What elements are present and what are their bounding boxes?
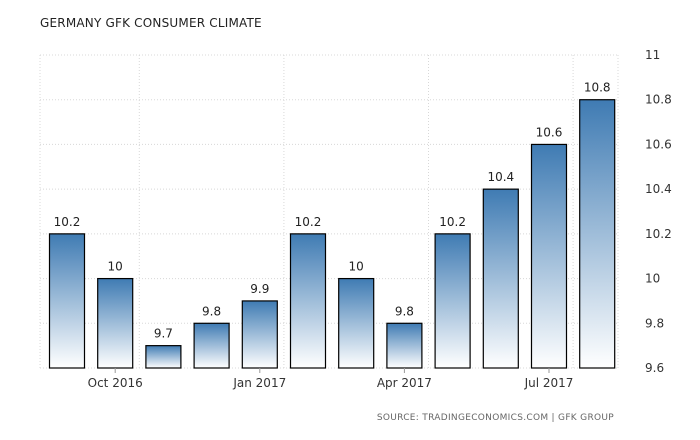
y-tick-label: 11 xyxy=(645,48,660,62)
x-axis: Oct 2016 Jan 2017 Apr 2017 Jul 2017 xyxy=(88,368,574,390)
x-tick-label: Apr 2017 xyxy=(377,376,432,390)
y-tick-label: 10.6 xyxy=(645,137,672,151)
source-note: SOURCE: TRADINGECONOMICS.COM | GFK GROUP xyxy=(376,413,614,423)
y-axis: 9.6 9.8 10 10.2 10.4 10.6 10.8 11 xyxy=(645,48,672,375)
bar xyxy=(530,143,568,369)
bar xyxy=(48,233,86,369)
data-label: 10.6 xyxy=(536,125,563,139)
bar xyxy=(338,277,375,369)
y-tick-label: 10.8 xyxy=(645,93,672,107)
grid xyxy=(39,54,619,369)
data-label: 9.7 xyxy=(154,327,173,341)
data-label: 10.4 xyxy=(487,170,514,184)
bar xyxy=(434,233,471,369)
bar xyxy=(97,277,134,369)
bar xyxy=(482,188,519,369)
data-label: 10 xyxy=(108,260,123,274)
bar xyxy=(145,345,182,369)
x-tick-label: Jan 2017 xyxy=(232,376,286,390)
bar xyxy=(289,233,327,369)
bar xyxy=(386,322,423,369)
data-label: 10.2 xyxy=(295,215,322,229)
data-label: 10.2 xyxy=(54,215,81,229)
y-tick-label: 9.8 xyxy=(645,316,664,330)
data-label: 10.2 xyxy=(439,215,466,229)
bar xyxy=(579,99,616,369)
bar xyxy=(241,300,278,369)
data-label: 9.9 xyxy=(250,282,269,296)
chart-title: GERMANY GFK CONSUMER CLIMATE xyxy=(40,16,262,30)
y-tick-label: 10 xyxy=(645,272,660,286)
data-labels: 10.2 10 9.7 9.8 9.9 10.2 10 9.8 10.2 10.4 10.6 10.8 xyxy=(54,81,611,341)
bar xyxy=(193,322,230,369)
data-label: 9.8 xyxy=(395,304,414,318)
data-label: 10.8 xyxy=(584,81,611,95)
bars xyxy=(48,99,616,369)
x-tick-label: Oct 2016 xyxy=(88,376,143,390)
y-tick-label: 10.2 xyxy=(645,227,672,241)
y-tick-label: 9.6 xyxy=(645,361,664,375)
data-label: 9.8 xyxy=(202,304,221,318)
y-tick-label: 10.4 xyxy=(645,182,672,196)
x-tick-label: Jul 2017 xyxy=(524,376,574,390)
data-label: 10 xyxy=(349,260,364,274)
